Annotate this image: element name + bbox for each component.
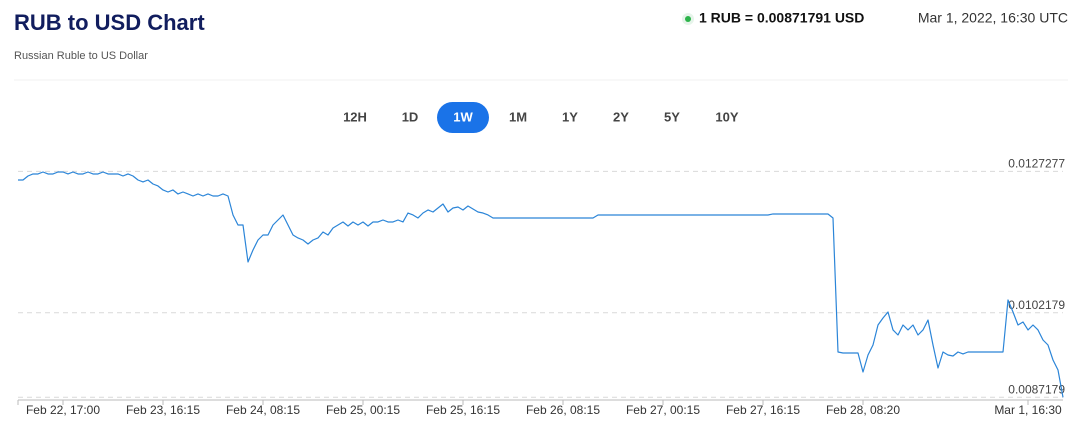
x-tick-label: Feb 23, 16:15 [126, 403, 200, 417]
range-selector: 12H 1D 1W 1M 1Y 2Y 5Y 10Y [343, 102, 739, 133]
timestamp: Mar 1, 2022, 16:30 UTC [918, 10, 1068, 26]
status-dot [685, 16, 691, 22]
y-tick-label: 0.0087179 [1008, 382, 1065, 396]
range-button[interactable]: 1D [402, 109, 419, 124]
x-tick-label: Feb 24, 08:15 [226, 403, 300, 417]
range-button-label[interactable]: 1D [402, 109, 419, 124]
y-tick-label: 0.0127277 [1008, 157, 1065, 171]
range-button-label[interactable]: 1M [509, 109, 527, 124]
rate: 1 RUB = 0.00871791 USD [699, 10, 864, 26]
range-button[interactable]: 1Y [562, 109, 578, 124]
x-tick-label: Mar 1, 16:30 [994, 403, 1062, 417]
range-button-label[interactable]: 12H [343, 109, 367, 124]
range-button-label[interactable]: 1W [453, 109, 473, 124]
x-tick-label: Feb 25, 00:15 [326, 403, 400, 417]
range-button-label[interactable]: 10Y [715, 109, 738, 124]
x-tick-label: Feb 26, 08:15 [526, 403, 600, 417]
x-tick-label: Feb 27, 16:15 [726, 403, 800, 417]
range-button-label[interactable]: 1Y [562, 109, 578, 124]
plot: 0.0087179 0.0102179 0.0127277 Feb 22, 17:00… [17, 157, 1065, 417]
price-line [18, 171, 1064, 398]
title: RUB to USD Chart [14, 10, 205, 35]
range-button[interactable]: 1W [437, 102, 489, 133]
x-tick-label: Feb 22, 17:00 [26, 403, 100, 417]
range-button[interactable]: 1M [509, 109, 527, 124]
x-tick-label: Feb 25, 16:15 [426, 403, 500, 417]
range-button-bg[interactable] [437, 102, 489, 133]
range-button[interactable]: 10Y [715, 109, 738, 124]
x-tick-label: Feb 27, 00:15 [626, 403, 700, 417]
y-tick-label: 0.0102179 [1008, 298, 1065, 312]
x-tick-label: Feb 28, 08:20 [826, 403, 900, 417]
range-button-label[interactable]: 5Y [664, 109, 680, 124]
range-button[interactable]: 2Y [613, 109, 629, 124]
range-button[interactable]: 12H [343, 109, 367, 124]
subtitle: Russian Ruble to US Dollar [14, 50, 148, 62]
range-button-label[interactable]: 2Y [613, 109, 629, 124]
range-button[interactable]: 5Y [664, 109, 680, 124]
